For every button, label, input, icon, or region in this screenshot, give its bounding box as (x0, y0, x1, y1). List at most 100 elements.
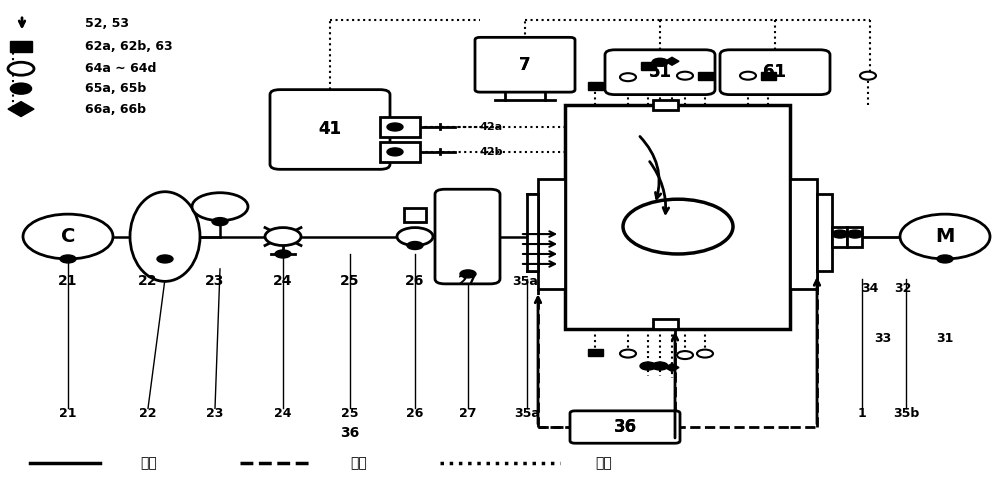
Circle shape (623, 199, 733, 254)
Text: 41: 41 (318, 121, 342, 138)
Text: 34: 34 (861, 282, 879, 295)
Circle shape (697, 350, 713, 358)
Circle shape (265, 228, 301, 246)
FancyBboxPatch shape (435, 189, 500, 284)
Bar (10, 41, 32, 52)
Circle shape (937, 255, 953, 263)
Bar (790, 179, 817, 289)
Text: 33: 33 (874, 332, 892, 345)
FancyBboxPatch shape (270, 90, 390, 169)
Circle shape (8, 62, 34, 75)
Text: 27: 27 (458, 274, 478, 288)
Circle shape (677, 72, 693, 80)
Text: 油路: 油路 (350, 456, 367, 470)
Circle shape (652, 58, 668, 66)
Circle shape (387, 148, 403, 156)
FancyBboxPatch shape (570, 411, 680, 443)
Text: 24: 24 (274, 407, 292, 420)
Circle shape (640, 362, 656, 370)
Circle shape (460, 270, 476, 278)
Bar (698, 72, 713, 80)
Bar (527, 194, 538, 271)
Text: 25: 25 (340, 274, 360, 288)
Text: 62a, 62b, 63: 62a, 62b, 63 (85, 40, 173, 53)
Text: 42a: 42a (480, 122, 503, 132)
Text: 7: 7 (519, 56, 531, 74)
Text: 36: 36 (613, 418, 637, 436)
Text: 1: 1 (858, 407, 866, 420)
Text: 51: 51 (648, 63, 672, 81)
Circle shape (847, 230, 863, 238)
Circle shape (620, 73, 636, 81)
Text: 65a, 65b: 65a, 65b (85, 82, 146, 95)
Text: 61: 61 (764, 63, 786, 81)
Text: 22: 22 (139, 407, 157, 420)
Text: 66a, 66b: 66a, 66b (85, 103, 146, 116)
Bar (588, 82, 603, 90)
Text: 27: 27 (459, 407, 477, 420)
Bar (538, 179, 565, 289)
Text: 22: 22 (138, 274, 158, 288)
Bar (832, 227, 847, 247)
Bar (380, 142, 420, 162)
Text: 21: 21 (59, 407, 77, 420)
Text: C: C (61, 227, 75, 246)
Circle shape (157, 255, 173, 263)
Polygon shape (8, 102, 34, 117)
Text: 7: 7 (519, 56, 531, 74)
FancyBboxPatch shape (475, 37, 575, 92)
Text: 42b: 42b (480, 147, 504, 157)
Polygon shape (665, 364, 679, 372)
Text: 51: 51 (648, 63, 672, 81)
Circle shape (740, 72, 756, 80)
Text: 61: 61 (764, 63, 786, 81)
Polygon shape (665, 57, 679, 65)
FancyBboxPatch shape (720, 50, 830, 95)
Text: 35a: 35a (512, 275, 538, 288)
Circle shape (407, 242, 423, 249)
Text: 21: 21 (58, 274, 78, 288)
Circle shape (212, 218, 228, 226)
Circle shape (677, 351, 693, 359)
Text: 36: 36 (613, 418, 637, 436)
Circle shape (397, 228, 433, 246)
Text: 23: 23 (206, 407, 224, 420)
Circle shape (275, 250, 291, 258)
Text: 26: 26 (406, 407, 424, 420)
Text: M: M (935, 227, 955, 246)
Bar (761, 72, 776, 80)
Text: 气路: 气路 (140, 456, 157, 470)
Bar (588, 349, 603, 356)
Bar (847, 227, 862, 247)
Circle shape (11, 84, 31, 94)
Circle shape (60, 255, 76, 263)
Text: 23: 23 (205, 274, 225, 288)
Text: 26: 26 (405, 274, 425, 288)
Bar (404, 208, 426, 222)
Circle shape (387, 123, 403, 131)
Bar (641, 62, 656, 70)
Circle shape (900, 214, 990, 259)
Text: 35b: 35b (893, 407, 919, 420)
Circle shape (23, 214, 113, 259)
Text: 电路: 电路 (595, 456, 612, 470)
Text: 25: 25 (341, 407, 359, 420)
Bar (653, 319, 678, 329)
Text: 31: 31 (936, 332, 954, 345)
Text: 41: 41 (318, 121, 342, 138)
Text: 24: 24 (273, 274, 293, 288)
Bar (380, 117, 420, 137)
FancyBboxPatch shape (605, 50, 715, 95)
Text: 32: 32 (894, 282, 912, 295)
Text: 64a ∼ 64d: 64a ∼ 64d (85, 62, 156, 75)
Text: 35a: 35a (514, 407, 540, 420)
Circle shape (652, 362, 668, 370)
Text: 52, 53: 52, 53 (85, 17, 129, 30)
Circle shape (620, 350, 636, 358)
Circle shape (860, 72, 876, 80)
Bar (565, 105, 790, 329)
Circle shape (192, 193, 248, 221)
Text: 36: 36 (340, 426, 360, 440)
Ellipse shape (130, 192, 200, 281)
Bar (653, 100, 678, 110)
